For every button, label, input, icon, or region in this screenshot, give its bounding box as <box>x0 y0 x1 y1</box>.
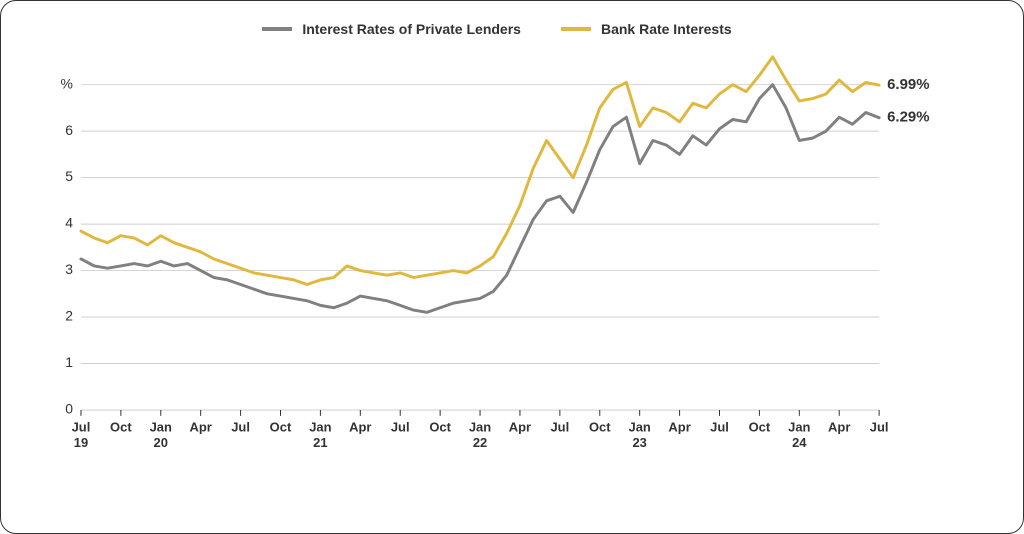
x-tick-month: Apr <box>668 420 690 435</box>
x-tick-month: Jul <box>550 420 569 435</box>
x-tick-month: Oct <box>429 420 451 435</box>
x-tick-month: Apr <box>349 420 371 435</box>
plot-area: 01234567%Jul19OctJan20AprJulOctJan21AprJ… <box>61 47 933 459</box>
x-tick-month: Oct <box>270 420 292 435</box>
x-tick-month: Apr <box>828 420 850 435</box>
x-tick-month: Jan <box>628 420 650 435</box>
x-tick-month: Jul <box>72 420 91 435</box>
y-tick-label: 4 <box>65 215 73 231</box>
y-tick-label: 1 <box>65 354 73 370</box>
x-tick-year: 20 <box>154 435 168 450</box>
x-tick-month: Oct <box>110 420 132 435</box>
end-label-bank: 6.99% <box>887 77 929 93</box>
series-line-bank <box>81 57 879 285</box>
y-tick-label: 3 <box>65 261 73 277</box>
x-tick-month: Jul <box>710 420 729 435</box>
end-label-private: 6.29% <box>887 110 929 126</box>
legend-swatch-bank <box>561 27 591 31</box>
x-tick-month: Jan <box>788 420 810 435</box>
x-tick-month: Oct <box>589 420 611 435</box>
x-tick-year: 24 <box>792 435 807 450</box>
x-tick-month: Jan <box>309 420 331 435</box>
x-tick-month: Jul <box>870 420 889 435</box>
x-tick-month: Jan <box>150 420 172 435</box>
x-tick-month: Apr <box>509 420 531 435</box>
chart-svg: 01234567%Jul19OctJan20AprJulOctJan21AprJ… <box>61 47 933 459</box>
x-tick-year: 23 <box>632 435 646 450</box>
y-tick-label: 0 <box>65 401 73 417</box>
series-line-private <box>81 85 879 313</box>
y-tick-label: 6 <box>65 122 73 138</box>
x-tick-month: Jul <box>391 420 410 435</box>
legend-label-private: Interest Rates of Private Lenders <box>302 21 521 37</box>
y-tick-label: 2 <box>65 308 73 324</box>
x-tick-month: Jul <box>231 420 250 435</box>
legend-label-bank: Bank Rate Interests <box>601 21 732 37</box>
x-tick-month: Jan <box>469 420 491 435</box>
legend: Interest Rates of Private Lenders Bank R… <box>61 21 933 37</box>
x-tick-month: Apr <box>190 420 212 435</box>
chart-card: Interest Rates of Private Lenders Bank R… <box>0 0 1024 534</box>
x-tick-year: 21 <box>313 435 327 450</box>
legend-item-bank: Bank Rate Interests <box>561 21 732 37</box>
y-tick-label: 7% <box>61 75 73 91</box>
x-tick-month: Oct <box>749 420 771 435</box>
legend-swatch-private <box>262 27 292 31</box>
legend-item-private: Interest Rates of Private Lenders <box>262 21 521 37</box>
x-tick-year: 22 <box>473 435 487 450</box>
x-tick-year: 19 <box>74 435 88 450</box>
y-tick-label: 5 <box>65 168 73 184</box>
